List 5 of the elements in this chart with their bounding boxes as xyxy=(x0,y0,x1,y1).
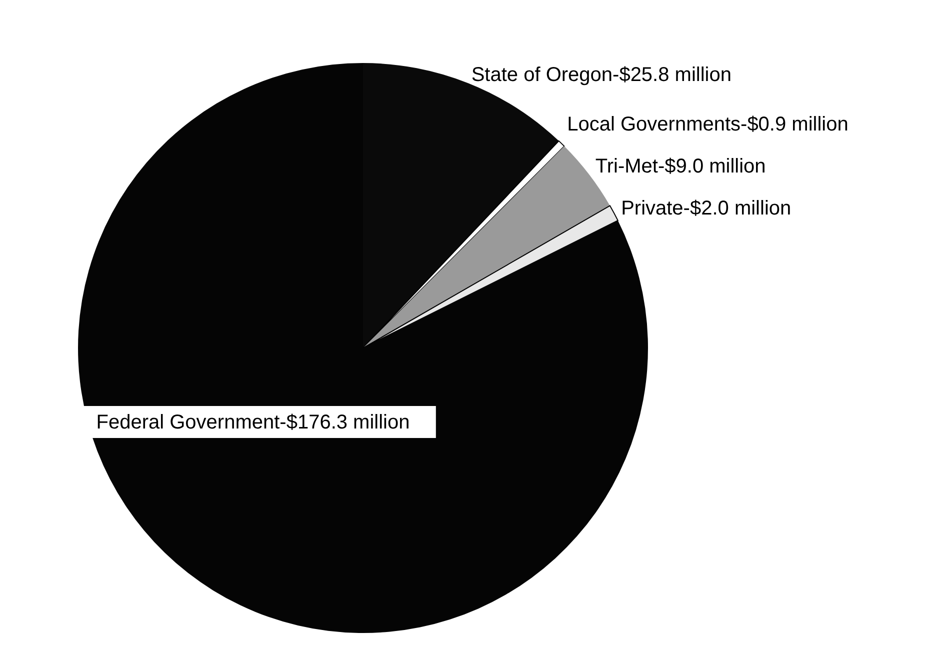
slice-label: State of Oregon-$25.8 million xyxy=(471,64,732,86)
slice-label: Private-$2.0 million xyxy=(621,198,792,220)
slice-label: Local Governments-$0.9 million xyxy=(567,114,848,136)
slice-label: Tri-Met-$9.0 million xyxy=(595,156,766,178)
slice-label: Federal Government-$176.3 million xyxy=(96,411,410,434)
